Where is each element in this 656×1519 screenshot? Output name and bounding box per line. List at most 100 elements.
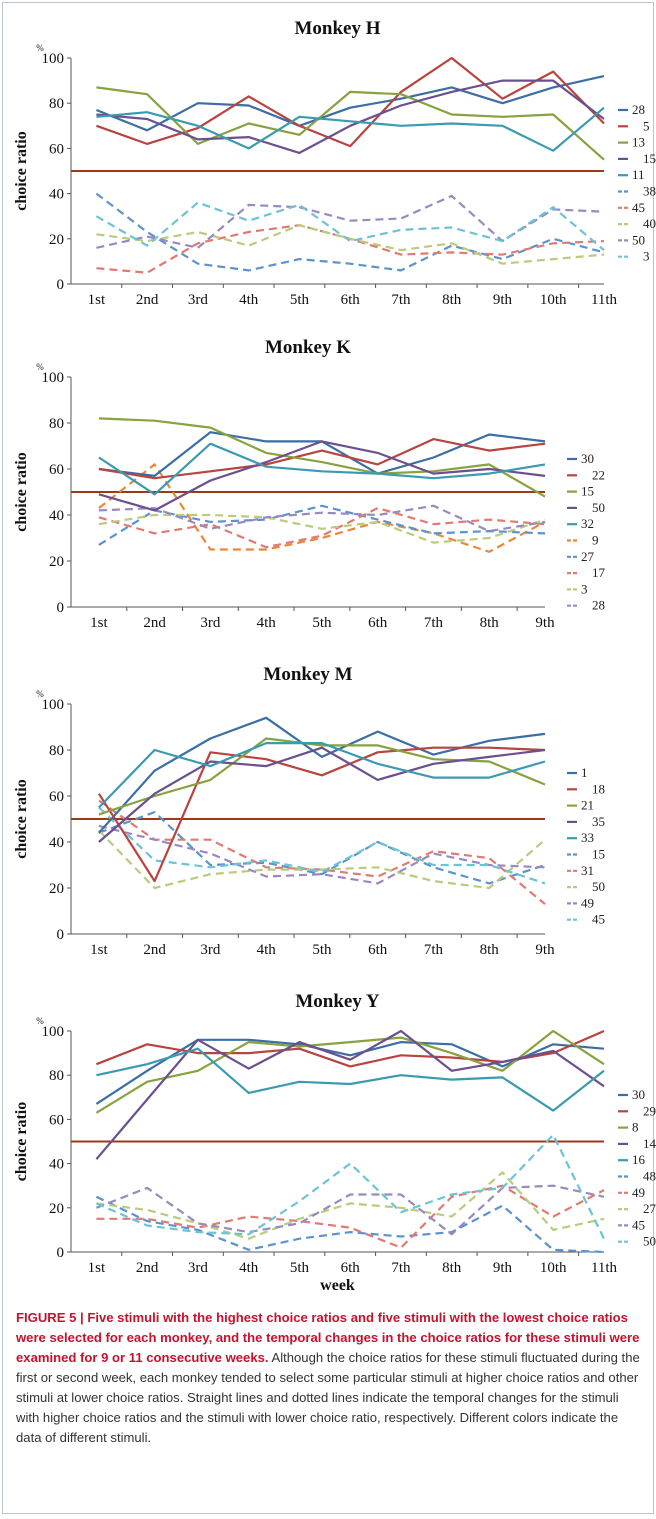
series-line-22 [98,437,546,480]
caption-body: Although the choice ratios for these sti… [16,1350,640,1445]
y-tick-label: 40 [49,187,64,203]
caption-title: FIGURE 5 | Five stimuli with the highest… [16,1310,640,1365]
legend-label-15: 15 [592,847,605,862]
legend-label-33: 33 [581,830,594,845]
x-tick-label: 3rd [188,1260,208,1276]
y-axis-label: choice ratio [13,452,30,532]
y-unit-label: % [36,689,44,699]
x-tick-label: 1st [90,615,108,631]
x-tick-label: 7th [391,292,411,308]
series-line-27 [96,1171,605,1240]
series-line-15 [98,417,546,498]
x-tick-label: 6th [368,942,388,958]
x-tick-label: 6th [341,292,361,308]
y-unit-label: % [36,362,44,372]
x-tick-label: 7th [424,615,444,631]
y-tick-label: 20 [49,881,64,897]
x-tick-label: 1st [88,292,106,308]
series-line-9 [98,463,546,553]
legend-label-29: 29 [643,1103,656,1118]
series-line-3 [98,513,546,544]
x-tick-label: 8th [442,1260,462,1276]
series-line-14 [95,1029,605,1160]
series-line-33 [98,741,546,809]
legend-label-5: 5 [643,118,650,133]
x-tick-label: 6th [341,1260,361,1276]
y-tick-label: 0 [57,927,65,943]
series-line-18 [97,746,546,883]
y-tick-label: 100 [42,1024,65,1040]
legend-label-3: 3 [581,581,588,596]
series-line-31 [98,799,546,905]
series-line-1 [98,716,546,834]
y-tick-label: 20 [49,554,64,570]
legend-label-50: 50 [592,500,605,515]
legend-label-9: 9 [592,533,599,548]
series-line-28 [98,504,546,533]
y-tick-label: 20 [49,1201,64,1217]
legend-label-11: 11 [632,167,645,182]
y-tick-label: 80 [49,743,64,759]
series-line-35 [98,746,546,843]
legend-label-50: 50 [643,1234,656,1249]
y-tick-label: 0 [57,1245,65,1261]
x-tick-label: 8th [480,615,500,631]
legend-label-48: 48 [643,1169,656,1184]
legend-label-27: 27 [643,1201,656,1216]
legend-label-21: 21 [581,798,594,813]
x-axis-label: week [320,1277,355,1294]
chart-title: Monkey K [265,337,351,358]
x-tick-label: 10th [540,292,567,308]
series-line-13 [96,86,605,161]
x-tick-label: 5th [312,942,332,958]
x-tick-label: 9th [535,942,555,958]
legend-label-40: 40 [643,216,656,231]
x-tick-label: 7th [424,942,444,958]
legend-label-15: 15 [643,151,656,166]
series-line-32 [98,442,546,496]
x-tick-label: 4th [239,1260,259,1276]
legend-label-14: 14 [643,1136,656,1151]
y-axis-label: choice ratio [13,779,30,859]
legend-label-17: 17 [592,565,606,580]
legend-label-50: 50 [632,232,645,247]
series-line-11 [96,106,605,152]
y-tick-label: 80 [49,416,64,432]
series-line-50 [98,829,546,890]
x-tick-label: 11th [591,1260,618,1276]
y-tick-label: 60 [49,789,64,805]
y-tick-label: 100 [42,697,65,713]
x-tick-label: 2nd [143,615,166,631]
legend-label-50: 50 [592,879,605,894]
x-tick-label: 1st [90,942,108,958]
x-tick-label: 9th [493,1260,513,1276]
legend-label-35: 35 [592,814,605,829]
chart-monkey-y: Monkey Y% choice ratio 0 20 40 60 80 100 1st 2nd 3… [13,991,656,1294]
legend-label-3: 3 [643,249,650,264]
x-tick-label: 4th [257,615,277,631]
y-unit-label: % [36,1016,44,1026]
chart-title: Monkey Y [295,991,380,1012]
chart-monkey-k: Monkey K% choice ratio 0 20 40 60 80 100 1st 2nd 3… [13,337,606,631]
x-tick-label: 3rd [188,292,208,308]
x-tick-label: 7th [391,1260,411,1276]
legend-label-27: 27 [581,549,595,564]
series-line-45 [98,806,546,885]
legend-label-28: 28 [632,102,645,117]
chart-monkey-m: Monkey M% choice ratio 0 20 40 60 80 100 1st 2nd 3… [13,664,605,958]
legend-label-32: 32 [581,516,594,531]
y-tick-label: 40 [49,1157,64,1173]
x-tick-label: 6th [368,615,388,631]
y-tick-label: 60 [49,462,64,478]
legend-label-31: 31 [581,863,594,878]
y-tick-label: 40 [49,835,64,851]
y-tick-label: 100 [42,51,65,67]
x-tick-label: 9th [535,615,555,631]
x-tick-label: 4th [257,942,277,958]
series-line-40 [96,224,605,265]
x-tick-label: 5th [290,1260,310,1276]
x-tick-label: 2nd [136,292,159,308]
series-line-27 [98,504,546,546]
x-tick-label: 5th [312,615,332,631]
